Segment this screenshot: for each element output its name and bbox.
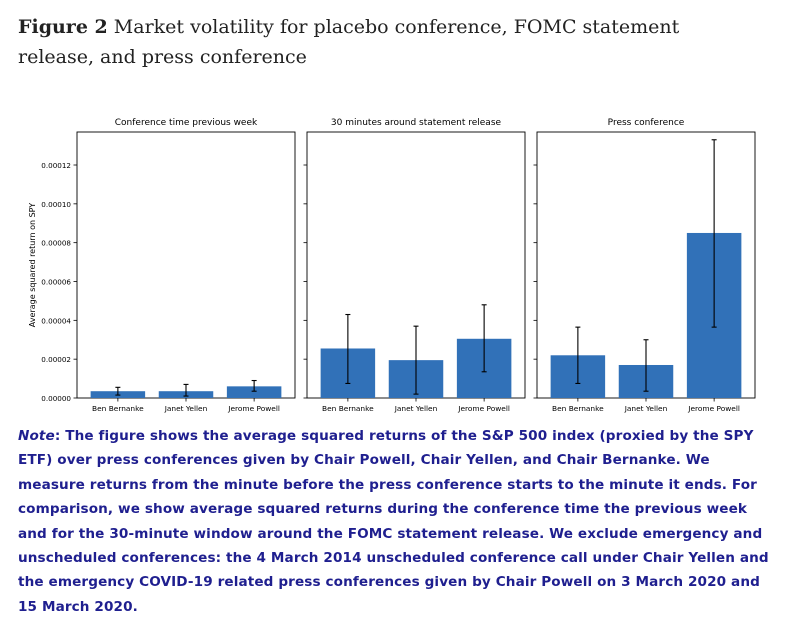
- x-tick-label: Jerome Powell: [227, 404, 280, 413]
- figure-title: Market volatility for placebo conference…: [18, 16, 680, 68]
- figure-label: Figure 2: [18, 16, 108, 38]
- y-tick-label: 0.00012: [41, 161, 71, 170]
- y-tick-label: 0.00002: [41, 355, 71, 364]
- x-tick-label: Janet Yellen: [624, 404, 668, 413]
- y-tick-label: 0.00008: [41, 239, 71, 248]
- note-label: Note: [18, 428, 55, 444]
- panel-title: 30 minutes around statement release: [331, 118, 502, 128]
- y-axis-label: Average squared return on SPY: [28, 203, 37, 328]
- y-tick-label: 0.00004: [41, 316, 71, 325]
- panel-frame: [76, 131, 296, 399]
- note-text: : The figure shows the average squared r…: [18, 428, 769, 615]
- bar: [226, 386, 282, 398]
- figure-note: Note: The figure shows the average squar…: [18, 424, 778, 619]
- bar-chart: Average squared return on SPY Conference …: [28, 118, 756, 413]
- figure-caption: Figure 2 Market volatility for placebo c…: [18, 12, 758, 72]
- x-tick-label: Ben Bernanke: [552, 404, 604, 413]
- y-tick-label: 0.00010: [41, 200, 71, 209]
- y-tick-label: 0.00000: [41, 394, 71, 403]
- panel-title: Press conference: [608, 118, 685, 128]
- x-tick-label: Ben Bernanke: [92, 404, 144, 413]
- panel-title: Conference time previous week: [115, 118, 258, 128]
- x-tick-label: Janet Yellen: [394, 404, 438, 413]
- x-tick-label: Ben Bernanke: [322, 404, 374, 413]
- x-tick-label: Jerome Powell: [457, 404, 510, 413]
- y-tick-label: 0.00006: [41, 278, 71, 287]
- x-tick-label: Jerome Powell: [687, 404, 740, 413]
- x-tick-label: Janet Yellen: [164, 404, 208, 413]
